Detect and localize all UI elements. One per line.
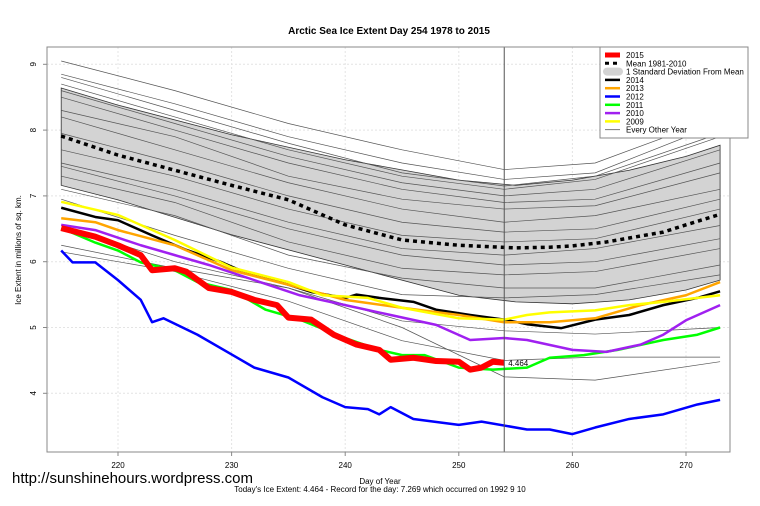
y-tick-label: 7 [29,193,38,198]
series-lines [60,134,721,436]
other-year-line [61,225,721,381]
series-line-mean-1981-2010 [60,134,721,250]
legend-label: 2009 [626,117,644,126]
y-tick-label: 6 [29,259,38,264]
legend-label: 2012 [626,93,644,102]
chart-title: Arctic Sea Ice Extent Day 254 1978 to 20… [288,26,490,37]
x-tick-label: 250 [452,461,466,470]
other-year-line [61,188,721,289]
series-line-2010 [61,223,721,354]
other-year-line [61,162,721,256]
legend-label: 2014 [626,76,644,85]
other-year-line [61,110,721,210]
other-year-line [61,83,721,190]
x-tick-label: 220 [111,461,125,470]
y-tick-label: 9 [29,62,38,67]
std-deviation-band [60,87,721,305]
legend-swatch-band [603,67,623,76]
legend-label: Mean 1981-2010 [626,59,687,68]
other-year-line [61,116,721,223]
axes: 4.464 220 230 240 250 260 270 4 5 6 7 8 9 [29,46,731,470]
legend-label: 1 Standard Deviation From Mean [626,68,744,77]
x-tick-label: 240 [339,461,353,470]
y-tick-label: 4 [29,391,38,396]
series-line-2015 [60,225,505,373]
y-tick-label: 8 [29,127,38,132]
x-tick-label: 270 [679,461,693,470]
legend-label: 2010 [626,109,644,118]
y-axis-label: Ice Extent in millions of sq. km. [14,195,23,305]
watermark-url[interactable]: http://sunshinehours.wordpress.com [12,470,253,487]
other-year-line [61,149,721,243]
series-line-2009 [60,200,721,321]
legend-label: 2013 [626,84,644,93]
plot-frame [46,46,731,453]
legend-label: Every Other Year [626,126,687,135]
caption: Today's Ice Extent: 4.464 - Record for t… [234,485,526,494]
other-year-line [61,77,721,187]
other-year-line [61,165,721,266]
legend-label: 2011 [626,101,644,110]
other-year-line [61,60,721,170]
std-band [60,87,721,305]
other-year-line [61,96,721,203]
other-years-lines [61,60,721,381]
x-axis-label: Day of Year [359,477,401,486]
other-year-line [61,198,721,299]
series-line-2012 [60,249,721,436]
current-value-label: 4.464 [508,359,529,368]
other-year-line [61,73,721,180]
y-tick-label: 5 [29,325,38,330]
x-tick-label: 260 [566,461,580,470]
legend-box [599,46,749,139]
x-tick-label: 230 [225,461,239,470]
other-year-line [61,175,721,276]
other-year-line [61,90,721,197]
legend-label: 2015 [626,51,644,60]
other-year-line [61,133,721,233]
